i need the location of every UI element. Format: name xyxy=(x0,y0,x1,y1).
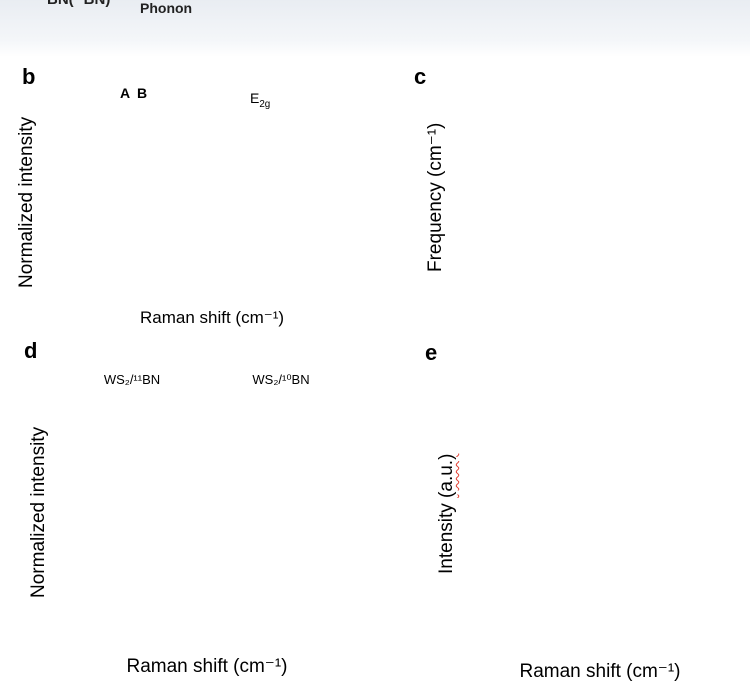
panel-e-ylabel: Intensity (a.u.) xyxy=(436,453,457,574)
panel-letter-d: d xyxy=(24,338,38,363)
panel-letter-c: c xyxy=(414,64,427,89)
panel-c-ylabel: Frequency (cm⁻¹) xyxy=(425,122,446,272)
isotope-label: ¹⁰BN(¹¹BN) xyxy=(36,0,110,8)
panel-b-xlabel: Raman shift (cm⁻¹) xyxy=(139,308,285,327)
panel-e-xlabel: Raman shift (cm⁻¹) xyxy=(519,661,681,682)
panel-d-xlabel: Raman shift (cm⁻¹) xyxy=(126,656,288,677)
peak-a-annotation: A xyxy=(120,85,131,101)
panel-b-ylabel: Normalized intensity xyxy=(16,116,37,288)
panel-b-plot xyxy=(85,86,343,288)
atom-chain-graphic xyxy=(0,0,750,57)
panel-d-right-plot xyxy=(220,370,343,638)
panel-c-plot xyxy=(477,86,738,287)
panel-d-right-title: WS₂/¹⁰BN xyxy=(252,372,310,387)
panel-d-left-plot xyxy=(72,370,192,638)
peak-b-annotation: B xyxy=(137,85,148,101)
panel-e-plot xyxy=(472,368,738,636)
panel-a-schematic: ¹⁰BN(¹¹BN) Phonon xyxy=(0,0,750,57)
phonon-label: Phonon xyxy=(140,0,193,16)
panel-d-left-title: WS₂/¹¹BN xyxy=(103,372,161,387)
panel-letter-e: e xyxy=(425,340,438,365)
panel-d-ylabel: Normalized intensity xyxy=(28,426,49,598)
panel-letter-b: b xyxy=(22,64,36,89)
e2g-annotation: E2g xyxy=(250,90,271,110)
